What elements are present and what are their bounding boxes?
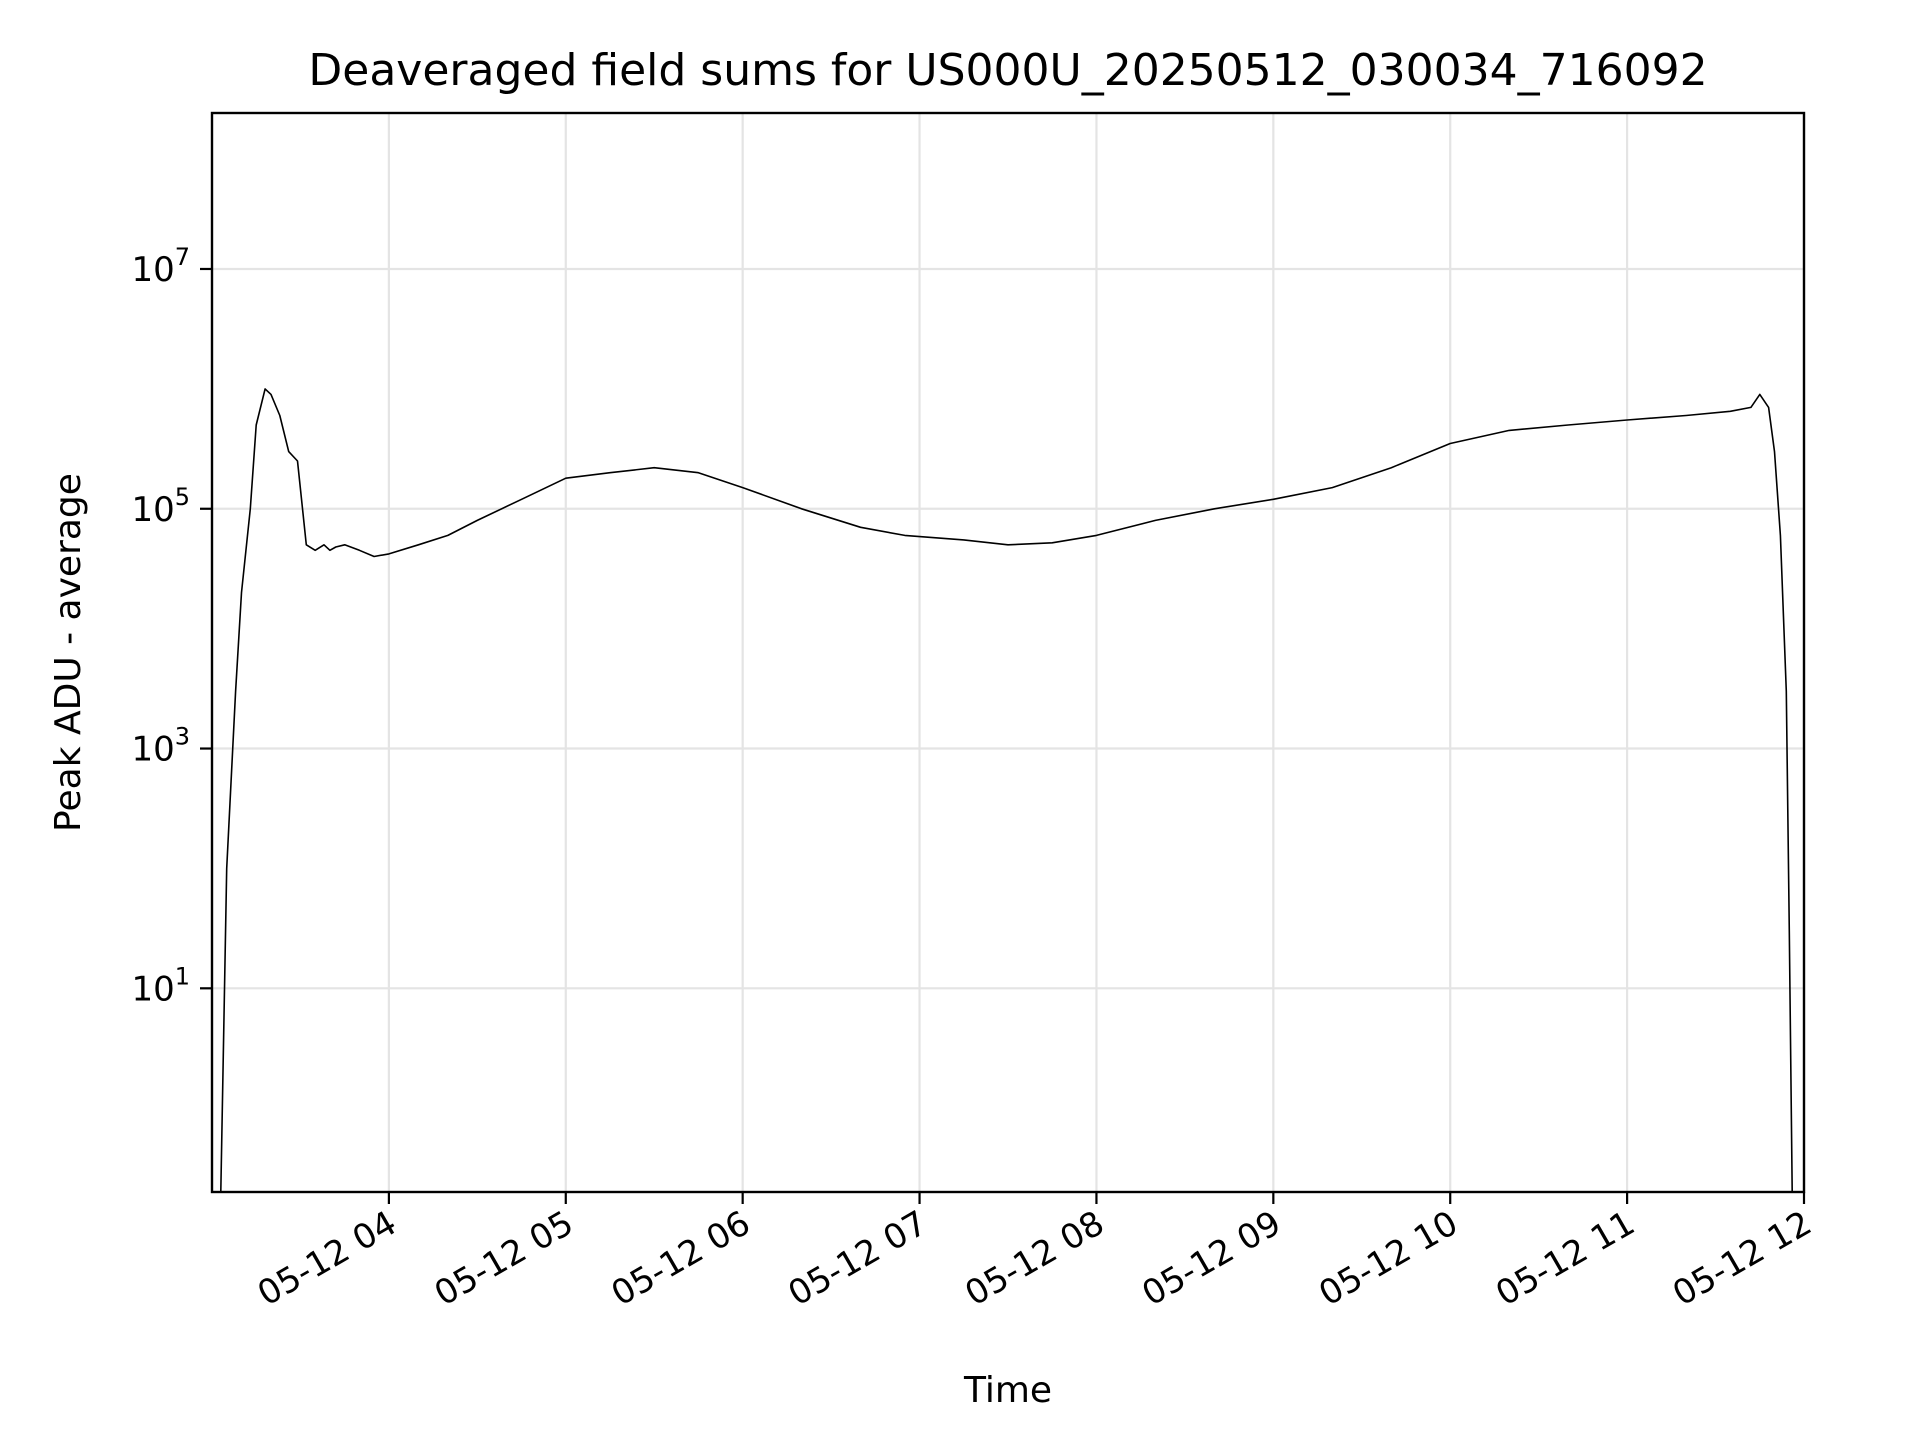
chart-title: Deaveraged field sums for US000U_2025051… [308, 45, 1707, 96]
y-tick-base: 10 [131, 969, 174, 1009]
x-tick-label: 05-12 06 [605, 1203, 757, 1314]
y-tick-base: 10 [131, 730, 174, 770]
x-tick-label: 05-12 09 [1135, 1203, 1287, 1314]
x-tick-label: 05-12 07 [782, 1203, 934, 1314]
y-tick-label: 107 [131, 243, 190, 290]
y-tick-exponent: 7 [175, 243, 190, 271]
x-tick-label: 05-12 08 [959, 1203, 1111, 1314]
x-tick-label: 05-12 11 [1489, 1203, 1641, 1314]
x-tick-label: 05-12 10 [1312, 1203, 1464, 1314]
series-line [220, 388, 1793, 1193]
series-layer [220, 388, 1793, 1193]
y-tick-exponent: 5 [175, 483, 190, 511]
y-tick-exponent: 3 [175, 723, 190, 751]
y-tick-base: 10 [131, 250, 174, 290]
x-tick-label: 05-12 05 [428, 1203, 580, 1314]
y-axis-label: Peak ADU - average [48, 473, 89, 832]
y-tick-exponent: 1 [175, 962, 190, 990]
y-tick-label: 105 [131, 483, 190, 530]
grid-layer [212, 113, 1806, 1192]
x-axis-label: Time [963, 1370, 1052, 1411]
y-tick-label: 101 [131, 962, 190, 1009]
x-tick-label: 05-12 04 [251, 1203, 403, 1314]
x-tick-label: 05-12 12 [1666, 1203, 1818, 1314]
y-tick-label: 103 [131, 723, 190, 770]
y-tick-base: 10 [131, 490, 174, 530]
plot-frame [210, 111, 1806, 1194]
tick-layer: 05-12 04 05-12 05 05-12 06 05-12 07 05-12 08… [131, 243, 1818, 1314]
